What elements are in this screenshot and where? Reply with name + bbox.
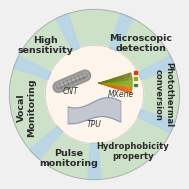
Wedge shape (56, 14, 79, 51)
Text: Vocal
Monitoring: Vocal Monitoring (17, 78, 36, 137)
Text: Microscopic
detection: Microscopic detection (109, 33, 172, 53)
Polygon shape (68, 98, 121, 124)
Wedge shape (14, 56, 51, 79)
Text: Hydrophobicity
property: Hydrophobicity property (97, 142, 170, 161)
Wedge shape (88, 143, 101, 180)
Circle shape (45, 45, 144, 144)
Text: High
sensitivity: High sensitivity (18, 36, 74, 55)
Text: Pulse
monitoring: Pulse monitoring (39, 149, 98, 168)
Wedge shape (138, 56, 175, 79)
Wedge shape (110, 14, 133, 51)
Wedge shape (138, 110, 175, 133)
Circle shape (9, 9, 180, 180)
Text: MXene: MXene (108, 90, 134, 99)
Wedge shape (30, 126, 63, 159)
Text: TPU: TPU (87, 120, 102, 129)
Bar (134, 84, 136, 86)
Bar (134, 77, 136, 80)
Text: CNT: CNT (63, 87, 79, 96)
Text: Photothermal
conversion: Photothermal conversion (154, 62, 173, 127)
Bar (134, 71, 136, 74)
